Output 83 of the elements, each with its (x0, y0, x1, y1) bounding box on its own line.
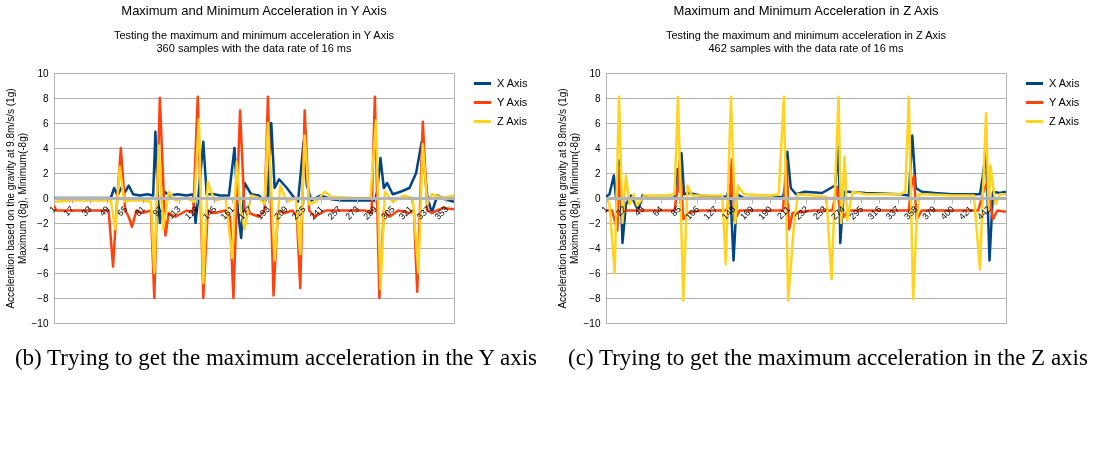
x-tick-label: 353 (432, 203, 451, 222)
x-tick-label: 145 (200, 203, 219, 222)
line-series (54, 118, 454, 291)
legend-label: X Axis (497, 76, 529, 89)
x-tick-label: 273 (343, 203, 362, 222)
x-tick-label: 127 (701, 203, 720, 222)
y-tick-label: −10 (583, 317, 601, 329)
x-tick-label: 106 (683, 203, 702, 222)
x-tick-label: 22 (614, 203, 629, 219)
x-tick-label: 274 (829, 203, 847, 222)
chart-title: Maximum and Minimum Acceleration in Z Axis (673, 3, 940, 18)
x-tick-label: 289 (361, 203, 379, 222)
legend-label: X Axis (1049, 76, 1081, 89)
line-series (606, 95, 1006, 302)
y-tick-label: 4 (42, 142, 49, 154)
x-tick-label: 81 (133, 203, 148, 219)
text: (b) Trying to get the maximum acceleration in the Y axis (13, 344, 539, 372)
x-tick-label: 148 (719, 203, 738, 222)
x-tick-label: 1 (599, 203, 611, 215)
x-tick-label: 358 (902, 203, 920, 222)
y-tick-label: −2 (589, 217, 601, 229)
x-tick-label: 253 (810, 203, 829, 222)
x-tick-label: 337 (414, 203, 433, 222)
x-tick-label: 97 (150, 203, 165, 219)
legend-label: Y Axis (497, 95, 528, 108)
y-tick-label: −4 (589, 242, 601, 254)
y-tick-label: −10 (31, 317, 49, 329)
x-tick-label: 379 (920, 203, 939, 222)
x-tick-label: 400 (938, 203, 957, 222)
x-tick-label: 442 (974, 203, 993, 222)
x-tick-label: 193 (254, 203, 272, 222)
x-tick-label: 211 (775, 203, 793, 222)
x-tick-label: 421 (956, 203, 975, 222)
x-tick-label: 43 (632, 203, 647, 219)
y-tick-label: 0 (42, 192, 49, 204)
y-axis-title: Acceleration based on the gravity at 9.8m/s/s (1g) Maximum (8g), Minimum(-8g) (556, 88, 580, 309)
y-tick-label: 0 (594, 192, 601, 204)
x-tick-label: 161 (218, 203, 237, 222)
y-axis-title: Acceleration based on the gravity at 9.8m/s/s (1g) Maximum (8g), Minimum(-8g) (4, 88, 28, 309)
x-tick-label: 321 (396, 203, 415, 222)
legend-label: Y Axis (1049, 95, 1080, 108)
y-tick-label: 8 (42, 92, 49, 104)
x-tick-label: 177 (236, 203, 255, 222)
y-tick-label: 4 (594, 142, 601, 154)
y-tick-label: 6 (42, 117, 49, 129)
x-tick-label: 232 (792, 203, 811, 222)
x-tick-label: 64 (650, 203, 665, 219)
x-tick-label: 85 (668, 203, 683, 219)
y-tick-label: 2 (594, 167, 601, 179)
y-tick-label: 6 (594, 117, 601, 129)
x-tick-label: 1 (47, 203, 59, 215)
x-tick-label: 316 (865, 203, 884, 222)
x-tick-label: 257 (325, 203, 344, 222)
y-tick-label: −8 (589, 292, 601, 304)
x-tick-label: 169 (738, 203, 756, 222)
y-tick-label: −8 (37, 292, 49, 304)
legend-label: Z Axis (1049, 114, 1080, 127)
x-tick-label: 209 (272, 203, 290, 222)
y-tick-label: 10 (37, 67, 49, 79)
chart-subtitle: Testing the maximum and minimum acceleration in Y Axis 360 samples with the data rate of 16 ms (113, 29, 395, 54)
x-tick-label: 17 (61, 203, 76, 219)
y-tick-label: 8 (594, 92, 601, 104)
x-tick-label: 295 (847, 203, 866, 222)
x-tick-label: 49 (97, 203, 112, 219)
legend-label: Z Axis (497, 114, 528, 127)
x-tick-label: 65 (115, 203, 130, 219)
chart-title: Maximum and Minimum Acceleration in Y Axis (121, 3, 388, 18)
chart-subtitle: Testing the maximum and minimum acceleration in Z Axis 462 samples with the data rate of 16 ms (666, 29, 947, 54)
text: (c) Trying to get the maximum acceleration in the Z axis (567, 344, 1089, 372)
y-tick-label: −6 (589, 267, 601, 279)
x-tick-label: 190 (756, 203, 775, 222)
x-tick-label: 225 (289, 203, 308, 222)
y-tick-label: −6 (37, 267, 49, 279)
y-tick-label: −4 (37, 242, 49, 254)
y-tick-label: 10 (589, 67, 601, 79)
x-tick-label: 241 (307, 203, 326, 222)
x-tick-label: 305 (379, 203, 397, 222)
x-tick-label: 33 (79, 203, 94, 219)
y-tick-label: −2 (37, 217, 49, 229)
x-tick-label: 129 (182, 203, 201, 222)
x-tick-label: 113 (165, 203, 183, 222)
y-tick-label: 2 (42, 167, 49, 179)
x-tick-label: 337 (883, 203, 902, 222)
